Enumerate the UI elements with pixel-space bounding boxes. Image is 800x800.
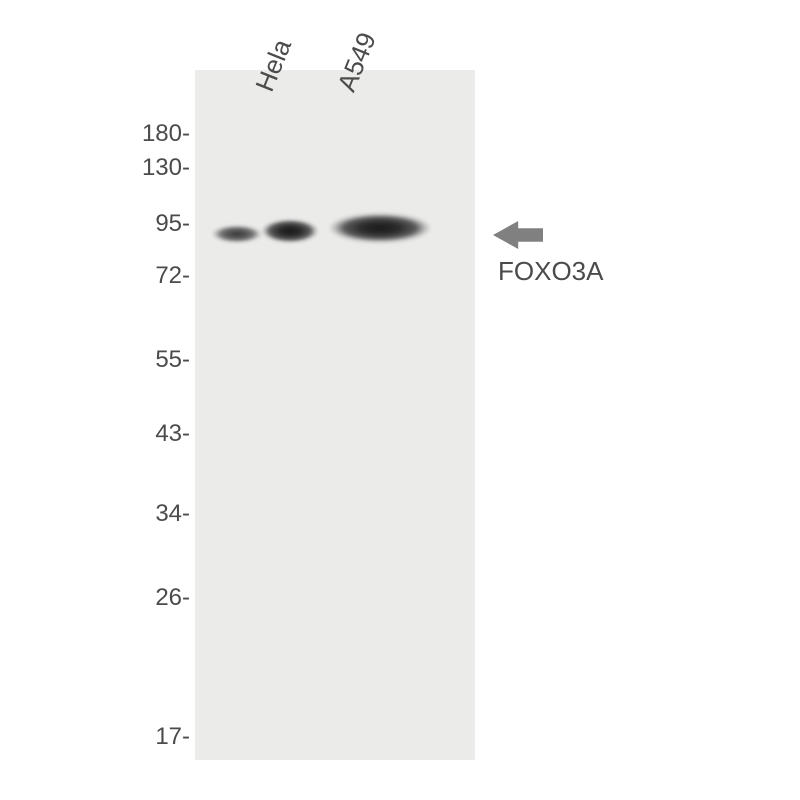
target-arrow xyxy=(490,218,550,257)
mw-marker: 55- xyxy=(155,346,190,374)
mw-marker: 130- xyxy=(142,154,190,182)
arrow-icon xyxy=(490,218,550,252)
mw-marker: 26- xyxy=(155,584,190,612)
blot-membrane xyxy=(195,70,475,760)
protein-band xyxy=(330,212,430,244)
mw-marker: 95- xyxy=(155,210,190,238)
mw-marker: 34- xyxy=(155,500,190,528)
mw-marker: 72- xyxy=(155,262,190,290)
target-protein-label: FOXO3A xyxy=(498,256,603,287)
protein-band xyxy=(212,224,262,244)
mw-marker: 17- xyxy=(155,723,190,751)
figure-container: 180-130-95-72-55-43-34-26-17- HelaA549 F… xyxy=(0,0,800,800)
protein-band xyxy=(262,218,318,244)
mw-marker: 180- xyxy=(142,120,190,148)
mw-marker: 43- xyxy=(155,420,190,448)
